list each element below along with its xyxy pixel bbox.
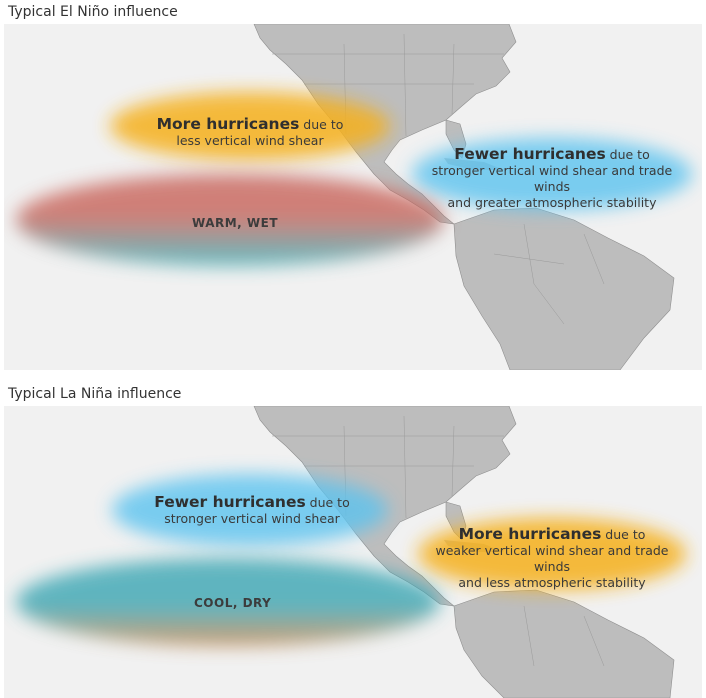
more-hurricanes-label: More hurricanes due to less vertical win… bbox=[156, 115, 344, 148]
map-el-nino: More hurricanes due to less vertical win… bbox=[4, 24, 702, 370]
south-america-landmass bbox=[453, 589, 675, 698]
fewer-hurricanes-zone bbox=[412, 138, 692, 210]
map-la-nina: Fewer hurricanes due to stronger vertica… bbox=[4, 406, 702, 698]
borders bbox=[272, 415, 605, 667]
south-america-landmass bbox=[453, 207, 675, 370]
more-hurricanes-zone bbox=[110, 92, 390, 160]
more-hurricanes-label: More hurricanes due to weaker vertical w… bbox=[435, 525, 669, 590]
panel-title-el-nino: Typical El Niño influence bbox=[8, 4, 178, 20]
fewer-hurricanes-label: Fewer hurricanes due to stronger vertica… bbox=[154, 493, 350, 526]
more-hurricanes-zone bbox=[418, 518, 686, 590]
borders bbox=[272, 33, 605, 325]
fewer-hurricanes-label: Fewer hurricanes due to stronger vertica… bbox=[431, 145, 673, 210]
map-graphic bbox=[16, 406, 686, 698]
map-graphic bbox=[16, 24, 692, 370]
cool-dry-label: COOL, DRY bbox=[194, 596, 272, 610]
panel-title-la-nina: Typical La Niña influence bbox=[8, 386, 182, 402]
warm-wet-label: WARM, WET bbox=[192, 216, 279, 230]
cool-dry-zone bbox=[16, 558, 440, 646]
warm-wet-zone bbox=[16, 174, 444, 266]
fewer-hurricanes-zone bbox=[112, 474, 388, 546]
